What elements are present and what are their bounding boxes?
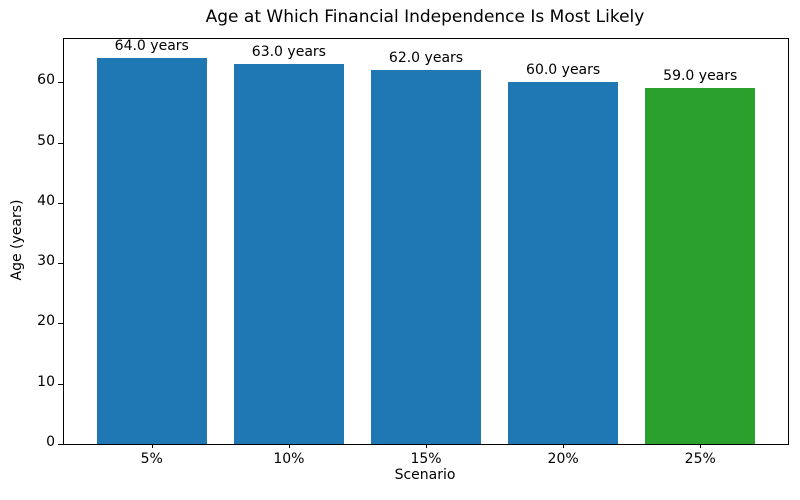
y-tick-mark (58, 142, 63, 144)
x-axis-label: Scenario (394, 467, 456, 483)
plot-area: 64.0 years 5% 63.0 years 10% 62.0 years 15% 60… (58, 38, 789, 467)
chart-title: Age at Which Financial Independence Is M… (205, 7, 645, 27)
x-tick-label: 15% (410, 451, 442, 467)
y-tick-label: 0 (46, 434, 55, 450)
y-tick-mark (58, 323, 63, 325)
y-tick-label: 30 (37, 253, 55, 270)
y-tick-mark (58, 444, 63, 445)
x-tick-mark (563, 444, 565, 448)
y-tick-mark (58, 82, 63, 84)
bar-10% (234, 64, 344, 444)
bar-15% (371, 70, 481, 444)
x-tick-label: 20% (547, 451, 579, 467)
bar-25% (645, 88, 756, 444)
bar-value-label: 59.0 years (663, 68, 738, 85)
x-tick-label: 10% (273, 451, 305, 467)
x-tick-label: 25% (684, 451, 716, 467)
bar-value-label: 64.0 years (114, 38, 189, 55)
x-tick-label: 5% (140, 451, 163, 467)
x-tick-mark (426, 444, 427, 448)
y-tick-label: 50 (37, 132, 55, 149)
x-tick-mark (700, 444, 702, 448)
bar-value-label: 63.0 years (251, 44, 326, 61)
y-tick-mark (58, 383, 63, 385)
y-tick-label: 20 (37, 313, 55, 330)
y-tick-label: 60 (37, 72, 55, 89)
bar-5% (96, 58, 207, 444)
bar-value-label: 60.0 years (526, 62, 601, 79)
y-tick-mark (58, 263, 63, 265)
x-tick-mark (151, 444, 153, 448)
y-tick-label: 10 (37, 373, 55, 390)
bar-value-label: 62.0 years (388, 50, 464, 67)
y-tick-label: 40 (37, 192, 55, 209)
x-tick-mark (288, 444, 290, 448)
y-tick-mark (58, 202, 63, 204)
bar-20% (508, 82, 618, 444)
